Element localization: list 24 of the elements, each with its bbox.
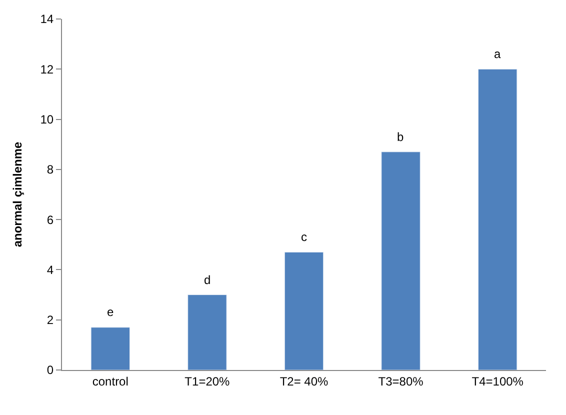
y-tick-label: 2: [46, 313, 54, 328]
x-tick-label: T4=100%: [472, 374, 524, 388]
bar: [188, 294, 227, 370]
annotation: e: [107, 305, 114, 319]
y-tick-label: 4: [46, 262, 54, 277]
x-tick-label: T1=20%: [184, 374, 230, 388]
x-tick-label: T2= 40%: [280, 374, 329, 388]
bar: [284, 252, 324, 370]
y-tick-label: 0: [46, 363, 54, 378]
y-axis-title: anormal çimlenme: [10, 141, 25, 248]
annotation: d: [204, 273, 211, 287]
annotation: b: [397, 130, 404, 144]
y-tick-label: 12: [40, 62, 54, 76]
x-tick-label: control: [92, 374, 128, 388]
y-tick-label: 8: [46, 162, 54, 177]
y-tick-label: 6: [46, 212, 54, 227]
annotation: c: [301, 230, 307, 244]
bar: [381, 152, 420, 370]
annotation: a: [494, 47, 501, 61]
bar: [90, 327, 130, 370]
x-tick-label: T3=80%: [378, 374, 424, 388]
bar: [478, 68, 518, 370]
y-tick-label: 14: [40, 12, 54, 26]
y-tick-label: 10: [40, 112, 54, 126]
